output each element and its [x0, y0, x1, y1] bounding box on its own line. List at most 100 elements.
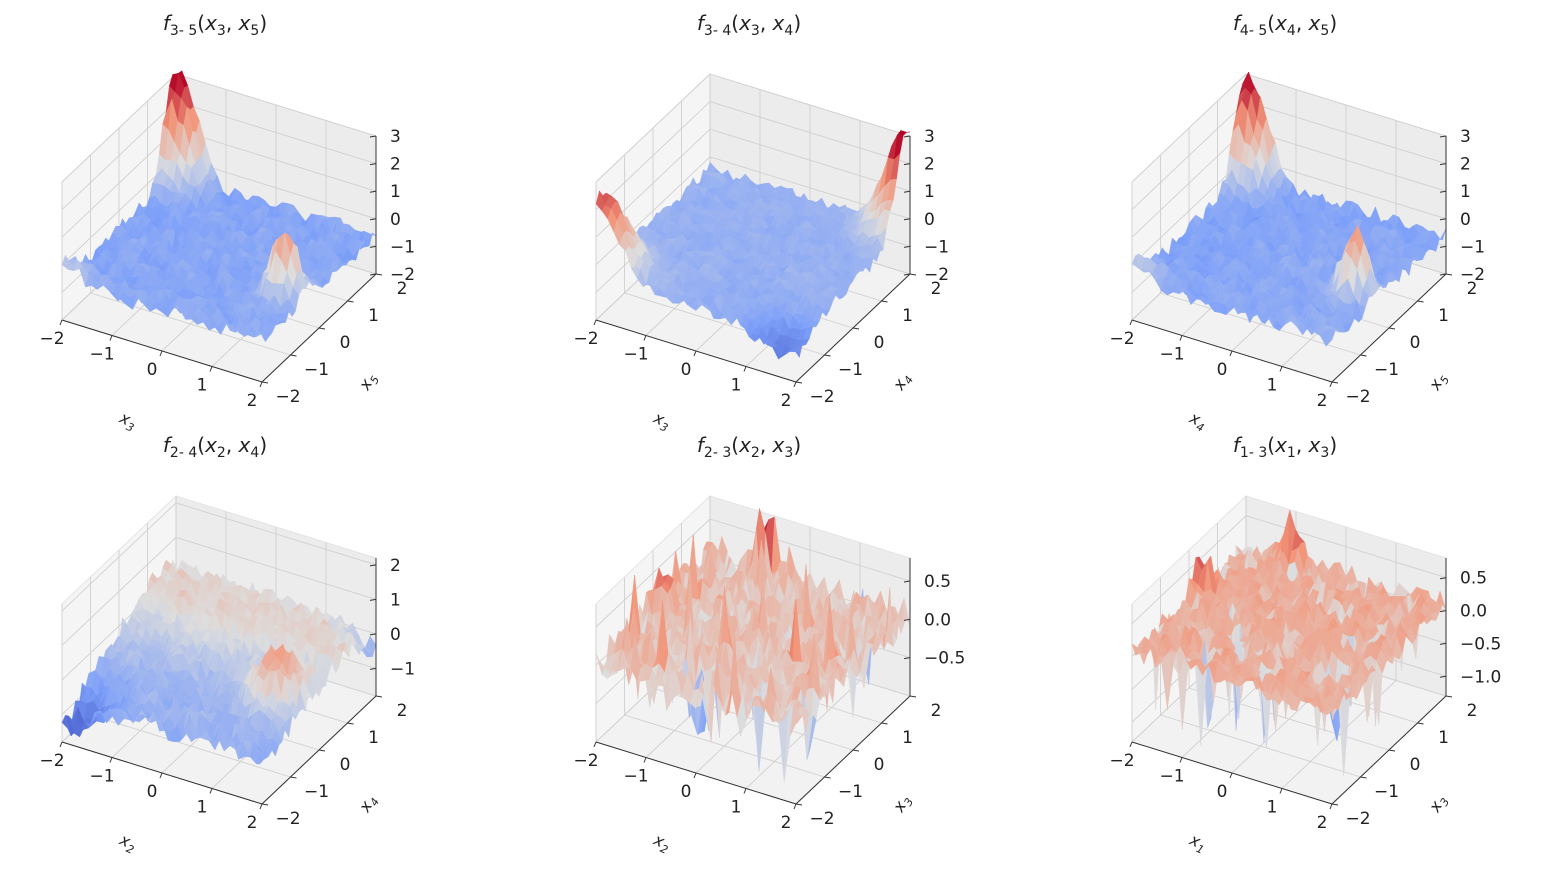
y-axis-label: x4	[888, 369, 916, 395]
x-tick-label: 2	[781, 391, 792, 411]
z-tick-label: 1	[390, 590, 401, 610]
z-tick-label: 2	[390, 556, 401, 576]
y-tick-label: −2	[1345, 809, 1370, 829]
z-tick-label: −0.5	[924, 649, 965, 669]
y-tick-label: −1	[1374, 782, 1399, 802]
y-tick-label: 0	[340, 755, 351, 775]
y-tick-label: 2	[397, 701, 408, 721]
x-axis-label: x3	[115, 408, 140, 435]
y-tick-label: 1	[368, 306, 379, 326]
y-tick-label: −1	[838, 360, 863, 380]
x-tick-label: −2	[573, 751, 598, 771]
z-tick-label: 3	[1460, 127, 1471, 147]
x-tick-label: 1	[731, 376, 742, 396]
x-tick-label: 0	[681, 360, 692, 380]
y-tick-label: 0	[1410, 755, 1421, 775]
z-tick-label: 1	[924, 182, 935, 202]
x-tick-label: −1	[89, 767, 114, 787]
y-tick-label: −2	[275, 809, 300, 829]
y-tick-label: −2	[1345, 387, 1370, 407]
y-axis-label: x4	[354, 791, 382, 817]
y-tick-label: 2	[931, 701, 942, 721]
y-tick-label: −1	[304, 360, 329, 380]
x-tick-label: 2	[781, 813, 792, 833]
y-axis-label: x5	[1424, 369, 1452, 395]
x-tick-label: 0	[147, 360, 158, 380]
x-tick-label: 0	[1217, 360, 1228, 380]
y-tick-label: 2	[1467, 701, 1478, 721]
y-tick-label: 0	[340, 333, 351, 353]
subplot-title: f3- 4(x3, x4)	[697, 11, 801, 39]
x-tick-label: 1	[197, 376, 208, 396]
y-axis-label: x3	[888, 791, 916, 817]
subplot-title: f2- 3(x2, x3)	[697, 433, 801, 461]
surface-5	[595, 508, 911, 783]
x-axis-label: x1	[1185, 830, 1210, 857]
y-axis-label: x5	[354, 369, 382, 395]
x-tick-label: 0	[681, 782, 692, 802]
y-tick-label: −1	[838, 782, 863, 802]
x-tick-label: 2	[1317, 813, 1328, 833]
x-axis-label: x2	[115, 830, 140, 857]
x-tick-label: −2	[1109, 329, 1134, 349]
z-tick-label: 0.5	[1460, 569, 1487, 589]
subplot-title: f4- 5(x4, x5)	[1233, 11, 1337, 39]
surface-3	[1131, 71, 1447, 347]
z-tick-label: −1	[390, 237, 415, 257]
x-tick-label: −2	[1109, 751, 1134, 771]
y-tick-label: −1	[304, 782, 329, 802]
subplot-title: f2- 4(x2, x4)	[163, 433, 267, 461]
z-tick-label: −2	[1460, 265, 1485, 285]
z-tick-label: 3	[924, 127, 935, 147]
x-tick-label: −2	[39, 751, 64, 771]
x-tick-label: 2	[247, 813, 258, 833]
surface-6	[1131, 510, 1447, 776]
z-tick-label: 1	[1460, 182, 1471, 202]
x-tick-label: 0	[147, 782, 158, 802]
surface-4	[61, 559, 377, 765]
x-axis-label: x2	[649, 830, 674, 857]
x-axis-label: x4	[1185, 408, 1210, 435]
z-tick-label: 0	[1460, 210, 1471, 230]
surface-2	[595, 130, 911, 360]
x-tick-label: −1	[1159, 345, 1184, 365]
y-tick-label: −1	[1374, 360, 1399, 380]
z-tick-label: 0.5	[924, 572, 951, 592]
surface-1	[61, 70, 377, 343]
y-tick-label: 0	[874, 333, 885, 353]
y-tick-label: −2	[275, 387, 300, 407]
y-tick-label: 1	[1438, 306, 1449, 326]
y-tick-label: 0	[1410, 333, 1421, 353]
y-tick-label: 2	[1467, 279, 1478, 299]
z-tick-label: 0.0	[924, 610, 951, 630]
z-tick-label: −1	[924, 237, 949, 257]
subplot-title: f1- 3(x1, x3)	[1233, 433, 1337, 461]
y-axis-label: x3	[1424, 791, 1452, 817]
x-tick-label: −1	[1159, 767, 1184, 787]
x-tick-label: 1	[731, 798, 742, 818]
y-tick-label: 1	[902, 306, 913, 326]
y-tick-label: 1	[368, 728, 379, 748]
y-tick-label: 2	[397, 279, 408, 299]
x-tick-label: −1	[623, 767, 648, 787]
z-tick-label: 0.0	[1460, 602, 1487, 622]
y-tick-label: 1	[902, 728, 913, 748]
y-tick-label: −2	[809, 809, 834, 829]
y-tick-label: −2	[809, 387, 834, 407]
z-tick-label: 0	[924, 210, 935, 230]
z-tick-label: −1	[1460, 237, 1485, 257]
z-tick-label: −2	[924, 265, 949, 285]
y-tick-label: 1	[1438, 728, 1449, 748]
x-tick-label: 2	[247, 391, 258, 411]
z-tick-label: 2	[924, 155, 935, 175]
z-tick-label: 3	[390, 127, 401, 147]
z-tick-label: −1	[390, 659, 415, 679]
z-tick-label: 0	[390, 625, 401, 645]
z-tick-label: 1	[390, 182, 401, 202]
